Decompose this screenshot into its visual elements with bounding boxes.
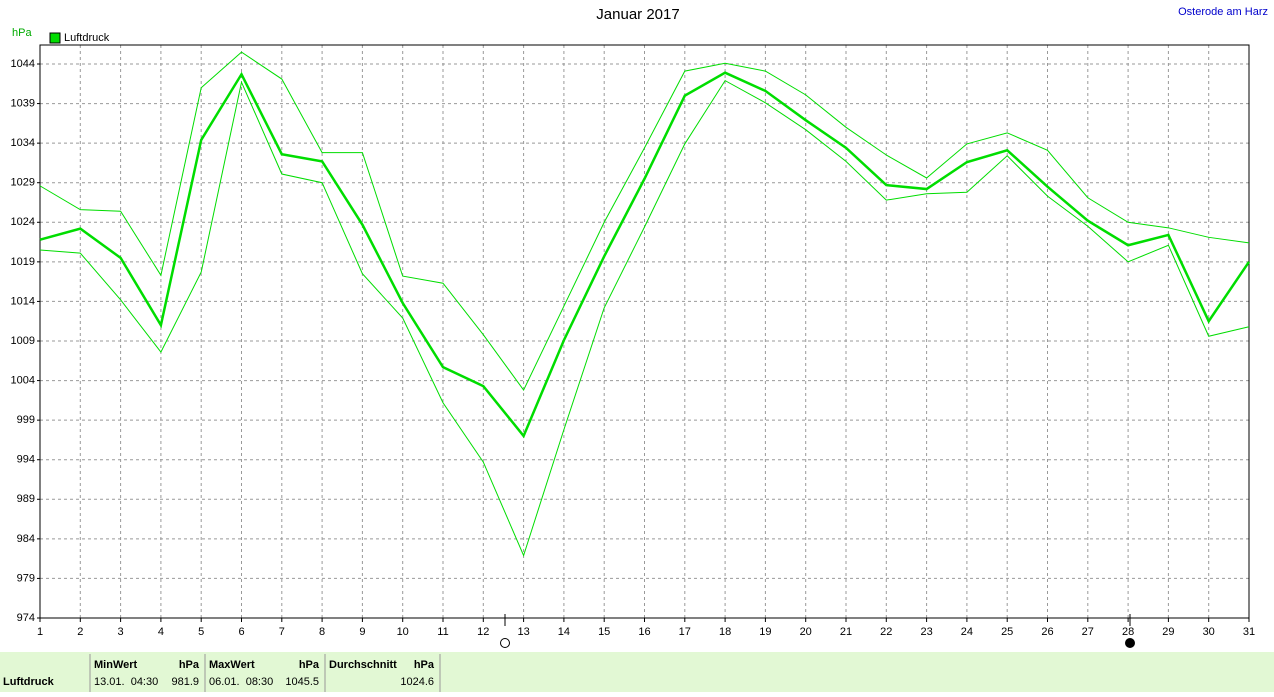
x-tick-label: 13 xyxy=(517,626,529,638)
y-tick-label: 999 xyxy=(17,414,35,426)
legend-label: Luftdruck xyxy=(64,32,110,44)
x-tick-label: 19 xyxy=(759,626,771,638)
y-tick-label: 1009 xyxy=(11,335,35,347)
x-tick-label: 17 xyxy=(679,626,691,638)
summary-header: MinWert xyxy=(94,659,138,671)
y-axis-label: hPa xyxy=(12,27,32,39)
y-tick-label: 1034 xyxy=(11,137,35,149)
x-tick-label: 6 xyxy=(238,626,244,638)
marker-icon xyxy=(1125,638,1135,648)
x-tick-label: 21 xyxy=(840,626,852,638)
y-tick-label: 994 xyxy=(17,454,35,466)
summary-date: 06.01. 08:30 xyxy=(209,676,273,688)
y-tick-label: 1004 xyxy=(11,374,35,386)
y-tick-label: 1044 xyxy=(11,58,35,70)
summary-header: Durchschnitt xyxy=(329,659,397,671)
summary-unit: hPa xyxy=(179,659,200,671)
x-tick-label: 31 xyxy=(1243,626,1255,638)
x-tick-label: 7 xyxy=(279,626,285,638)
summary-value: 981.9 xyxy=(171,676,199,688)
x-tick-label: 24 xyxy=(961,626,973,638)
x-tick-label: 4 xyxy=(158,626,164,638)
summary-unit: hPa xyxy=(299,659,320,671)
x-tick-label: 15 xyxy=(598,626,610,638)
summary-label: Luftdruck xyxy=(3,676,55,688)
chart-title: Januar 2017 xyxy=(596,6,679,23)
summary-header: MaxWert xyxy=(209,659,255,671)
summary: Luftdruck MinWert hPa 13.01. 04:30 981.9 MaxW… xyxy=(3,654,441,692)
x-tick-label: 10 xyxy=(397,626,409,638)
x-tick-label: 3 xyxy=(118,626,124,638)
x-tick-label: 23 xyxy=(920,626,932,638)
x-tick-label: 22 xyxy=(880,626,892,638)
summary-unit: hPa xyxy=(414,659,435,671)
y-tick-label: 989 xyxy=(17,493,35,505)
x-tick-label: 18 xyxy=(719,626,731,638)
y-tick-label: 974 xyxy=(17,612,35,624)
x-tick-label: 11 xyxy=(437,626,448,638)
y-tick-label: 984 xyxy=(17,533,35,545)
y-tick-label: 1019 xyxy=(11,256,35,268)
y-tick-label: 979 xyxy=(17,572,35,584)
x-tick-label: 8 xyxy=(319,626,325,638)
summary-bar xyxy=(0,652,1274,692)
x-tick-label: 5 xyxy=(198,626,204,638)
x-tick-label: 30 xyxy=(1203,626,1215,638)
mean-line xyxy=(39,71,1251,439)
y-tick-label: 1039 xyxy=(11,97,35,109)
x-tick-label: 2 xyxy=(77,626,83,638)
range-line xyxy=(39,79,1250,557)
legend-swatch xyxy=(49,32,61,44)
y-tick-label: 1029 xyxy=(11,177,35,189)
marker-icon xyxy=(500,638,510,648)
x-tick-label: 16 xyxy=(638,626,650,638)
x-tick-label: 12 xyxy=(477,626,489,638)
x-tick-label: 20 xyxy=(800,626,812,638)
x-tick-label: 9 xyxy=(359,626,365,638)
y-tick-label: 1014 xyxy=(11,295,35,307)
summary-value: 1024.6 xyxy=(400,676,434,688)
summary-value: 1045.5 xyxy=(285,676,319,688)
x-tick-label: 1 xyxy=(37,626,43,638)
range-line xyxy=(39,51,1250,392)
x-tick-label: 28 xyxy=(1122,626,1134,638)
x-tick-label: 25 xyxy=(1001,626,1013,638)
location: Osterode am Harz xyxy=(1178,6,1268,18)
x-tick-label: 14 xyxy=(558,626,570,638)
summary-date: 13.01. 04:30 xyxy=(94,676,158,688)
x-tick-label: 29 xyxy=(1162,626,1174,638)
x-tick-label: 26 xyxy=(1041,626,1053,638)
x-tick-label: 27 xyxy=(1082,626,1094,638)
y-tick-label: 1024 xyxy=(11,216,35,228)
